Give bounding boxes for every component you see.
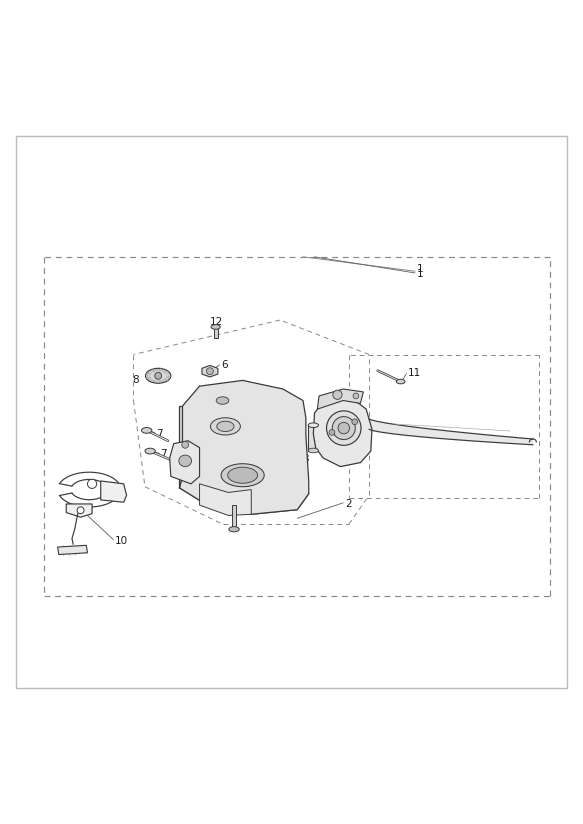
Circle shape (206, 368, 213, 375)
Ellipse shape (229, 527, 239, 531)
Ellipse shape (308, 423, 318, 428)
Ellipse shape (211, 325, 220, 330)
Polygon shape (308, 425, 318, 451)
Circle shape (353, 393, 359, 399)
Text: 12: 12 (210, 317, 223, 327)
Text: 1: 1 (417, 269, 423, 279)
Circle shape (87, 480, 97, 489)
Text: 9: 9 (206, 449, 212, 459)
Ellipse shape (216, 397, 229, 405)
Text: 8: 8 (132, 375, 139, 385)
Ellipse shape (228, 467, 258, 483)
Text: 4: 4 (375, 424, 381, 434)
Circle shape (338, 423, 350, 434)
Circle shape (182, 442, 189, 448)
Polygon shape (317, 389, 363, 410)
Polygon shape (101, 481, 127, 502)
Text: 3: 3 (302, 454, 308, 464)
Circle shape (352, 419, 357, 424)
Ellipse shape (145, 448, 155, 454)
Text: 1: 1 (417, 265, 423, 274)
Polygon shape (66, 504, 92, 517)
Polygon shape (369, 419, 533, 445)
Ellipse shape (179, 455, 191, 466)
Circle shape (333, 390, 342, 400)
Text: 7: 7 (160, 449, 167, 459)
Ellipse shape (142, 428, 152, 433)
Circle shape (332, 417, 355, 439)
Ellipse shape (146, 368, 171, 383)
Ellipse shape (396, 379, 405, 384)
Polygon shape (313, 396, 372, 466)
Text: 6: 6 (222, 360, 228, 371)
Circle shape (77, 507, 84, 513)
Polygon shape (180, 406, 182, 488)
Ellipse shape (221, 464, 264, 487)
Text: 11: 11 (408, 368, 422, 378)
Polygon shape (180, 381, 309, 514)
Text: 2: 2 (345, 499, 352, 509)
Circle shape (154, 372, 161, 379)
Ellipse shape (210, 418, 240, 435)
Ellipse shape (217, 421, 234, 432)
Text: 10: 10 (114, 536, 128, 546)
Polygon shape (199, 484, 251, 516)
Circle shape (326, 411, 361, 445)
Polygon shape (170, 441, 199, 484)
FancyBboxPatch shape (213, 327, 217, 339)
Text: 5: 5 (256, 494, 262, 503)
Ellipse shape (308, 448, 318, 453)
FancyBboxPatch shape (231, 505, 236, 529)
Text: 13: 13 (321, 432, 334, 442)
Text: 7: 7 (156, 428, 163, 439)
Polygon shape (58, 545, 87, 555)
Polygon shape (180, 475, 309, 514)
Circle shape (329, 429, 335, 435)
Polygon shape (202, 366, 218, 377)
